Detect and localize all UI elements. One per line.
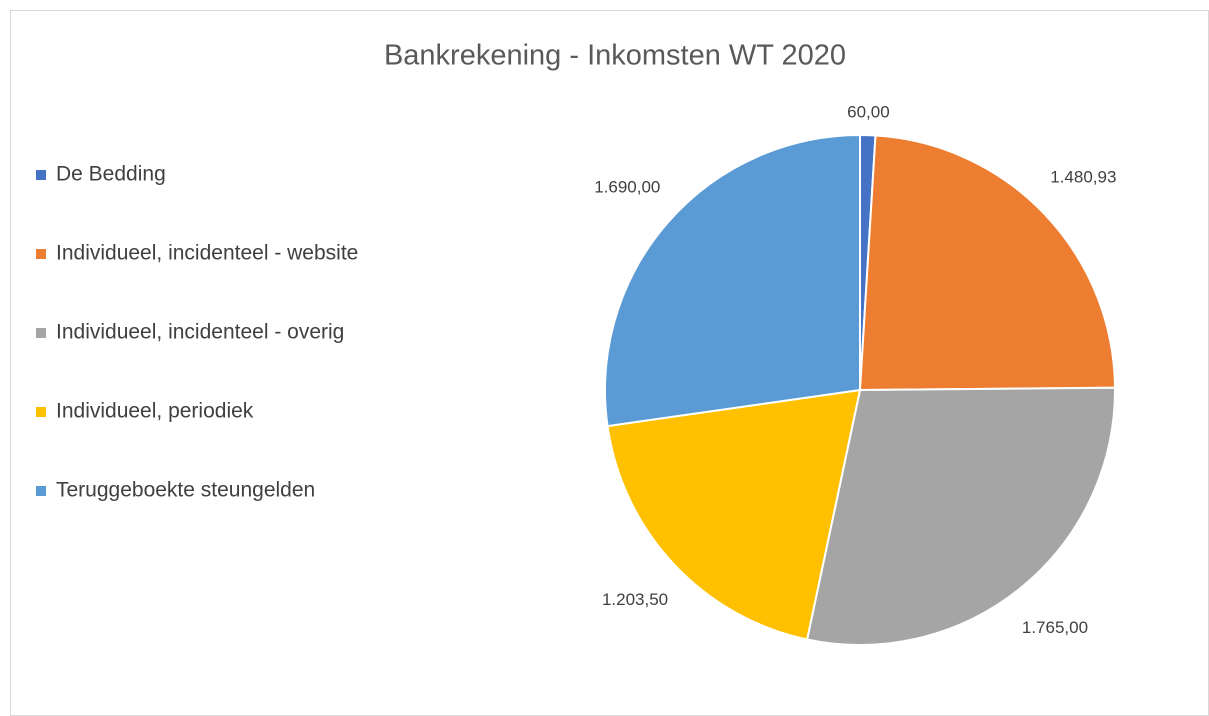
data-label: 1.480,93 (1050, 167, 1116, 186)
legend-label: Individueel, incidenteel - website (56, 242, 358, 265)
legend-label: Individueel, periodiek (56, 400, 254, 423)
legend-swatch (36, 249, 46, 259)
data-label: 1.690,00 (594, 178, 660, 197)
legend-swatch (36, 328, 46, 338)
legend-label: Individueel, incidenteel - overig (56, 321, 344, 344)
legend-swatch (36, 170, 46, 180)
data-label: 60,00 (847, 103, 890, 122)
data-label: 1.203,50 (602, 590, 668, 609)
pie-slice (805, 386, 1116, 646)
legend-label: Teruggeboekte steungelden (56, 479, 315, 502)
pie-slice (606, 388, 862, 641)
legend-swatch (36, 486, 46, 496)
chart-title: Bankrekening - Inkomsten WT 2020 (384, 40, 846, 72)
pie-slice (604, 133, 861, 428)
legend-swatch (36, 407, 46, 417)
data-label: 1.765,00 (1022, 618, 1088, 637)
legend-label: De Bedding (56, 163, 166, 186)
pie-slice (858, 134, 1116, 392)
